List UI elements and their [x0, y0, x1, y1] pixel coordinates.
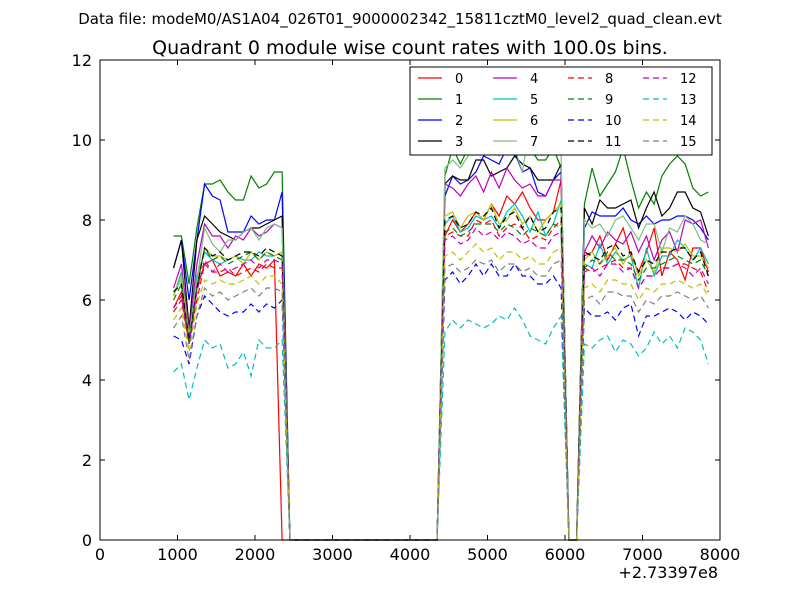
x-tick-label: 4000	[390, 545, 431, 564]
legend-label-13: 13	[680, 93, 697, 108]
legend-label-7: 7	[530, 135, 538, 150]
legend-label-3: 3	[455, 135, 463, 150]
x-tick-label: 5000	[467, 545, 508, 564]
x-tick-label: 0	[95, 545, 105, 564]
y-tick-label: 0	[82, 531, 92, 550]
legend-label-5: 5	[530, 93, 538, 108]
x-tick-label: 7000	[622, 545, 663, 564]
series-line-15	[173, 259, 709, 541]
y-tick-label: 6	[82, 291, 92, 310]
y-tick-label: 8	[82, 211, 92, 230]
legend-label-2: 2	[455, 114, 463, 129]
x-tick-label: 8000	[700, 545, 741, 564]
series-line-9	[173, 223, 709, 541]
legend-box	[409, 66, 713, 156]
y-tick-label: 12	[72, 51, 92, 70]
axes-frame	[99, 59, 721, 541]
chart-title: Quadrant 0 module wise count rates with …	[152, 37, 668, 59]
figure-suptitle: Data file: modeM0/AS1A04_026T01_90000023…	[78, 10, 722, 29]
legend-label-14: 14	[680, 114, 697, 129]
legend-label-11: 11	[605, 135, 622, 150]
x-tick-label: 6000	[545, 545, 586, 564]
x-tick-label: 3000	[312, 545, 353, 564]
x-offset-label: +2.73397e8	[618, 563, 718, 582]
legend-label-8: 8	[605, 72, 613, 87]
legend-label-1: 1	[455, 93, 463, 108]
legend-label-12: 12	[680, 72, 697, 87]
series-line-13	[173, 306, 709, 541]
y-tick-label: 4	[82, 371, 92, 390]
series-group	[173, 121, 709, 541]
legend-label-9: 9	[605, 93, 613, 108]
legend-label-6: 6	[530, 114, 538, 129]
x-tick-label: 2000	[235, 545, 276, 564]
axis-ticks: 0 1000 2000 3000 4000 5000 6000 7000 80000246810…	[72, 51, 741, 564]
y-tick-label: 2	[82, 451, 92, 470]
series-line-7	[173, 121, 709, 541]
legend-label-4: 4	[530, 72, 538, 87]
legend-label-0: 0	[455, 72, 463, 87]
legend-label-15: 15	[680, 135, 697, 150]
legend-label-10: 10	[605, 114, 622, 129]
x-tick-label: 1000	[157, 545, 198, 564]
y-tick-label: 10	[72, 131, 92, 150]
